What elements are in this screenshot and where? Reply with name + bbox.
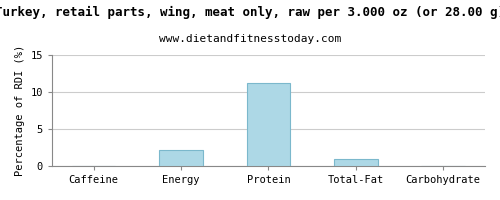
Bar xyxy=(246,83,290,166)
Text: Turkey, retail parts, wing, meat only, raw per 3.000 oz (or 28.00 g): Turkey, retail parts, wing, meat only, r… xyxy=(0,6,500,19)
Bar xyxy=(159,150,203,166)
Y-axis label: Percentage of RDI (%): Percentage of RDI (%) xyxy=(15,45,25,176)
Bar xyxy=(334,159,378,166)
Text: www.dietandfitnesstoday.com: www.dietandfitnesstoday.com xyxy=(159,34,341,44)
